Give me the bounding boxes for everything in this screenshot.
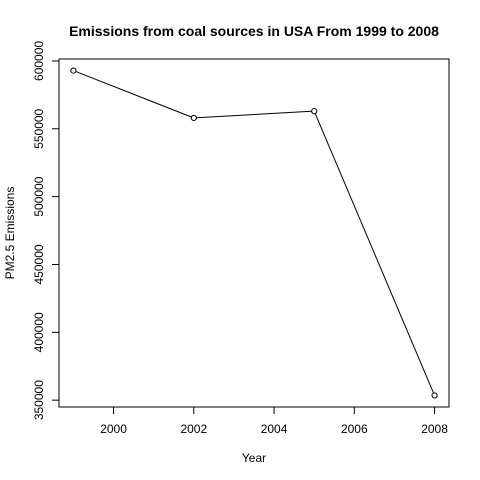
y-tick-label: 350000 — [32, 380, 46, 420]
x-tick-label: 2008 — [421, 422, 448, 436]
y-tick-label: 500000 — [32, 176, 46, 216]
y-axis-label: PM2.5 Emissions — [3, 187, 17, 280]
y-tick-label: 400000 — [32, 312, 46, 352]
data-point — [70, 67, 77, 74]
series-segment — [196, 110, 312, 119]
series-segment — [75, 71, 192, 118]
plot-frame — [58, 58, 450, 408]
y-tick-label: 550000 — [32, 108, 46, 148]
x-tick-label: 2002 — [180, 422, 207, 436]
x-tick-label: 2000 — [100, 422, 127, 436]
x-tick-label: 2004 — [261, 422, 288, 436]
data-point — [431, 392, 438, 399]
x-tick-label: 2006 — [341, 422, 368, 436]
y-tick-label: 450000 — [32, 244, 46, 284]
data-point — [311, 108, 318, 115]
chart-title: Emissions from coal sources in USA From … — [69, 23, 439, 39]
y-tick-label: 600000 — [32, 41, 46, 81]
data-point — [190, 114, 197, 122]
series-segment — [314, 113, 435, 394]
series-emissions — [70, 67, 438, 399]
x-axis-label: Year — [242, 451, 266, 465]
y-axis: 350000 400000 450000 500000 550000 600000 — [32, 41, 59, 420]
x-axis: 2000 2002 2004 2006 2008 — [100, 407, 448, 436]
